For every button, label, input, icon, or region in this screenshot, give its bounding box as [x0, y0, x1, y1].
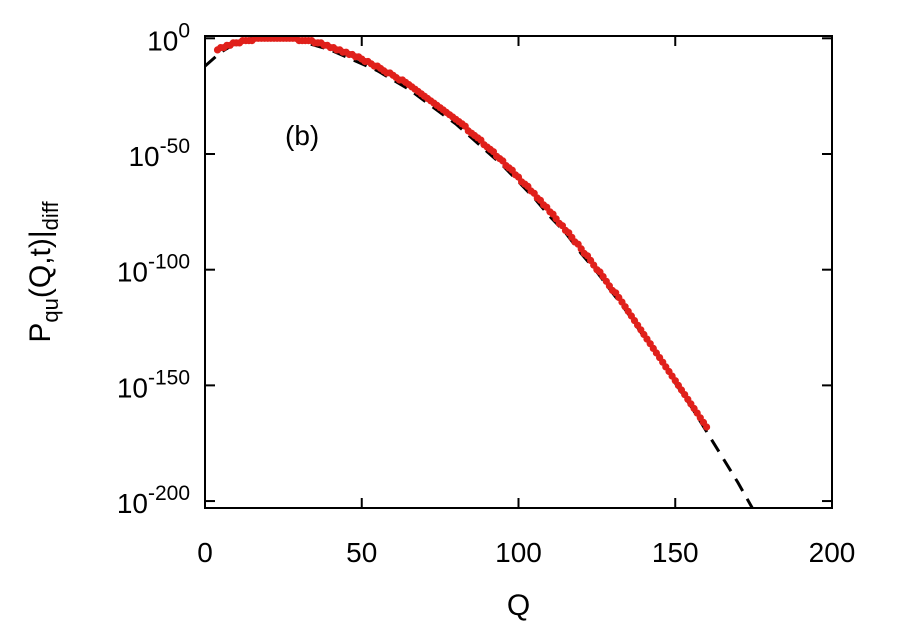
y-label-main: P	[24, 323, 57, 343]
y-tick-label: 10-50	[128, 135, 190, 172]
y-tick-label: 10-100	[117, 251, 190, 288]
y-tick-label: 100	[147, 19, 190, 56]
plot-frame	[204, 35, 833, 509]
x-tick-label: 200	[809, 537, 856, 568]
y-label-sub2: diff	[38, 200, 63, 230]
x-tick-label: 0	[197, 537, 213, 568]
x-axis-label: Q	[507, 589, 530, 622]
x-tick-label: 50	[346, 537, 377, 568]
y-label-sub1: qu	[38, 298, 63, 322]
y-tick-label: 10-200	[117, 482, 190, 519]
x-tick-label: 100	[495, 537, 542, 568]
y-tick-label: 10-150	[117, 366, 190, 403]
series-dashed-line	[205, 36, 755, 508]
y-label-mid: (Q,t)|	[24, 230, 57, 298]
y-axis-label: Pqu(Q,t)|diff	[24, 200, 63, 342]
x-tick-label: 150	[652, 537, 699, 568]
ticks-layer: 0 50 100 150 200 100 10-50 10-100 10-150 10-200	[117, 19, 856, 568]
data-point	[703, 423, 711, 431]
series-layer	[205, 36, 755, 508]
panel-annotation: (b)	[285, 120, 319, 151]
